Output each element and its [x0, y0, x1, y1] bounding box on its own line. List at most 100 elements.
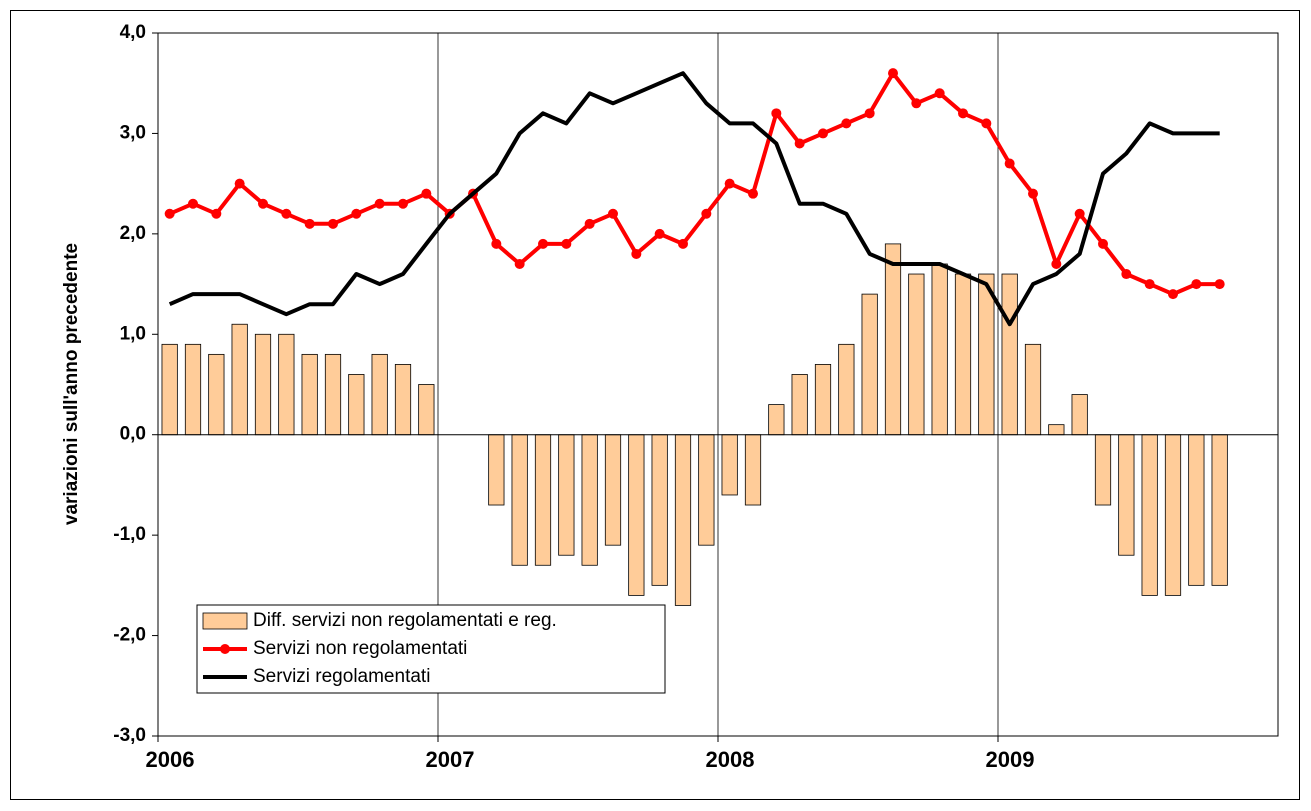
marker [841, 118, 852, 129]
bar [1024, 343, 1042, 436]
bar [908, 273, 925, 436]
marker [281, 208, 292, 219]
x-tick-label: 2006 [146, 747, 195, 772]
bar [371, 353, 388, 436]
marker [188, 198, 198, 209]
bar [418, 384, 435, 436]
x-tick-label: 2008 [706, 747, 755, 772]
bar [651, 434, 668, 586]
bar [1141, 434, 1158, 596]
bar [534, 434, 552, 566]
marker [1074, 208, 1085, 219]
legend-marker [220, 644, 230, 654]
bar [184, 343, 202, 436]
marker [258, 198, 268, 209]
plot-border [157, 32, 1279, 737]
marker [421, 188, 432, 199]
bar [954, 273, 972, 436]
marker [864, 108, 875, 119]
bar [394, 364, 412, 436]
marker [631, 248, 642, 259]
marker [1214, 279, 1225, 290]
bar [721, 434, 738, 496]
bar [814, 364, 832, 436]
legend-swatch [202, 612, 248, 630]
bar [838, 343, 855, 436]
marker [981, 118, 992, 129]
y-axis-label: variazioni sull'anno precedente [61, 243, 82, 525]
marker [561, 238, 572, 249]
y-tick-label: -2,0 [113, 625, 146, 646]
bar [978, 273, 995, 436]
marker [304, 218, 315, 229]
bar [1071, 394, 1088, 436]
marker [958, 108, 968, 119]
marker [654, 228, 665, 239]
marker [584, 218, 595, 229]
bar [511, 434, 528, 566]
marker [514, 258, 525, 269]
bar [348, 374, 365, 436]
marker [1028, 188, 1038, 199]
bar [301, 353, 318, 436]
bar [604, 434, 622, 546]
bar [744, 434, 762, 506]
marker [538, 238, 548, 249]
bar [1118, 434, 1135, 556]
marker [1098, 238, 1108, 249]
marker [818, 128, 828, 139]
marker [678, 238, 688, 249]
marker [234, 178, 245, 189]
bar [1164, 434, 1182, 596]
marker [748, 188, 758, 199]
marker [1168, 289, 1178, 300]
line [168, 71, 1220, 327]
marker [1144, 279, 1155, 290]
bar [161, 343, 178, 436]
marker [328, 218, 338, 229]
marker [934, 88, 945, 99]
marker [608, 208, 618, 219]
marker [701, 208, 712, 219]
marker [794, 138, 805, 149]
bar [768, 404, 785, 436]
bar [254, 333, 272, 436]
bar [628, 434, 645, 596]
marker [1004, 158, 1015, 169]
x-tick-label: 2009 [986, 747, 1035, 772]
bar [208, 353, 225, 436]
marker [351, 208, 362, 219]
marker [1191, 279, 1202, 290]
bar [488, 434, 505, 506]
legend-label: Servizi regolamentati [253, 666, 430, 687]
y-tick-label: -3,0 [113, 725, 146, 746]
y-tick-label: 2,0 [120, 223, 146, 244]
marker [491, 238, 502, 249]
y-tick-label: -1,0 [113, 524, 146, 545]
y-tick-label: 4,0 [120, 22, 146, 43]
bar [278, 333, 295, 436]
bar [674, 434, 692, 606]
bar [231, 323, 248, 436]
bar [698, 434, 715, 546]
legend-label: Servizi non regolamentati [253, 638, 467, 659]
bar [581, 434, 598, 566]
bar [1048, 424, 1065, 436]
x-tick-label: 2007 [426, 747, 475, 772]
bar [558, 434, 575, 556]
y-tick-label: 1,0 [120, 323, 146, 344]
marker [724, 178, 735, 189]
bar [1001, 273, 1018, 436]
marker [911, 98, 922, 109]
marker [1051, 258, 1062, 269]
legend-label: Diff. servizi non regolamentati e reg. [253, 610, 557, 631]
marker [374, 198, 385, 209]
marker [771, 108, 782, 119]
y-tick-label: 0,0 [120, 424, 146, 445]
bar [1188, 434, 1205, 586]
bar [861, 293, 878, 436]
marker [211, 208, 222, 219]
bar [324, 353, 342, 436]
marker [1121, 269, 1132, 280]
